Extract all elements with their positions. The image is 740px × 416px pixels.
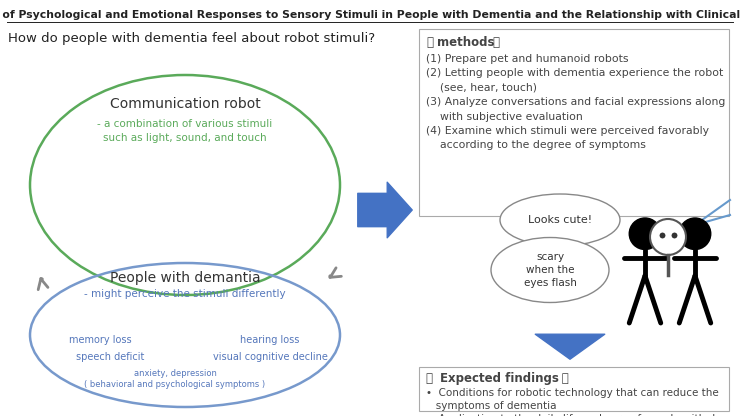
FancyArrowPatch shape [330,268,341,277]
Text: speech deficit: speech deficit [75,352,144,362]
Circle shape [679,218,710,250]
Text: People with demantia: People with demantia [110,271,260,285]
Ellipse shape [491,238,609,302]
Text: (1) Prepare pet and humanoid robots
(2) Letting people with dementia experience : (1) Prepare pet and humanoid robots (2) … [426,54,725,151]
Ellipse shape [500,194,620,246]
Text: ＞: ＞ [492,36,499,49]
Text: memory loss: memory loss [69,335,131,345]
Text: Communication robot: Communication robot [110,97,260,111]
Text: - a combination of various stimuli
such as light, sound, and touch: - a combination of various stimuli such … [98,119,272,143]
Text: •  Application to the daily life and care of people with dementia: • Application to the daily life and care… [426,414,740,416]
FancyArrowPatch shape [535,334,605,359]
FancyBboxPatch shape [419,29,729,216]
Circle shape [629,218,661,250]
Text: How do people with dementia feel about robot stimuli?: How do people with dementia feel about r… [8,32,375,45]
Text: visual cognitive decline: visual cognitive decline [212,352,327,362]
Text: Evaluation of Psychological and Emotional Responses to Sensory Stimuli in People: Evaluation of Psychological and Emotiona… [0,10,740,20]
Text: anxiety, depression
( behavioral and psychological symptoms ): anxiety, depression ( behavioral and psy… [84,369,266,389]
Text: Expected findings: Expected findings [440,372,559,385]
Text: scary
when the
eyes flash: scary when the eyes flash [524,252,576,288]
FancyBboxPatch shape [419,367,729,411]
FancyArrowPatch shape [357,182,412,238]
FancyArrowPatch shape [38,278,48,290]
Text: ＜: ＜ [426,36,433,49]
Text: hearing loss: hearing loss [240,335,300,345]
Text: methods: methods [437,36,494,49]
Text: ＜: ＜ [426,372,437,385]
Circle shape [650,219,686,255]
Text: •  Conditions for robotic technology that can reduce the
   symptoms of dementia: • Conditions for robotic technology that… [426,388,719,411]
Text: ＞: ＞ [558,372,569,385]
Text: Looks cute!: Looks cute! [528,215,592,225]
Text: - might perceive the stimuli differently: - might perceive the stimuli differently [84,289,286,299]
